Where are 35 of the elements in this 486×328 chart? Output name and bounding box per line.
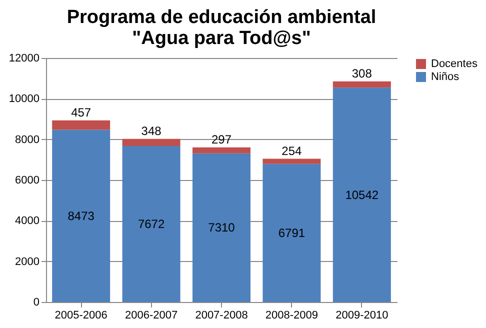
bar (192, 153, 250, 302)
bar (52, 130, 110, 302)
bar (192, 147, 250, 154)
y-tick-label: 8000 (15, 134, 40, 146)
data-label: 457 (71, 105, 92, 120)
bar (262, 158, 321, 164)
x-tick-label: 2009-2010 (336, 310, 388, 322)
x-tick-label: 2006-2007 (124, 310, 178, 322)
data-label: 348 (141, 124, 162, 138)
bar (122, 138, 180, 146)
data-label: 308 (352, 66, 372, 80)
y-tick-label: 2000 (15, 256, 40, 268)
x-tick-label: 2008-2009 (265, 310, 318, 322)
legend-label: Niños (431, 71, 460, 83)
bar (52, 120, 110, 130)
bar (122, 146, 180, 302)
y-tick-label: 4000 (15, 215, 40, 228)
data-label: 254 (282, 144, 302, 158)
legend-label: Docentes (431, 58, 478, 70)
y-tick-label: 0 (33, 296, 40, 308)
data-label: 6791 (278, 226, 306, 240)
data-label: 10542 (345, 188, 379, 202)
data-label: 297 (211, 132, 232, 146)
x-tick-label: 2005-2006 (54, 310, 108, 322)
data-label: 7310 (208, 220, 236, 235)
y-tick-label: 12000 (8, 52, 40, 64)
y-tick-label: 10000 (8, 93, 40, 106)
bar (332, 88, 391, 302)
bar (332, 81, 391, 88)
data-label: 8473 (68, 208, 95, 223)
chart-title: Programa de educación ambiental "Agua para Tod@s" (66, 7, 376, 49)
x-tick-label: 2007-2008 (195, 310, 248, 322)
bar (262, 164, 321, 302)
data-label: 7672 (138, 217, 165, 231)
y-tick-label: 6000 (15, 174, 40, 186)
